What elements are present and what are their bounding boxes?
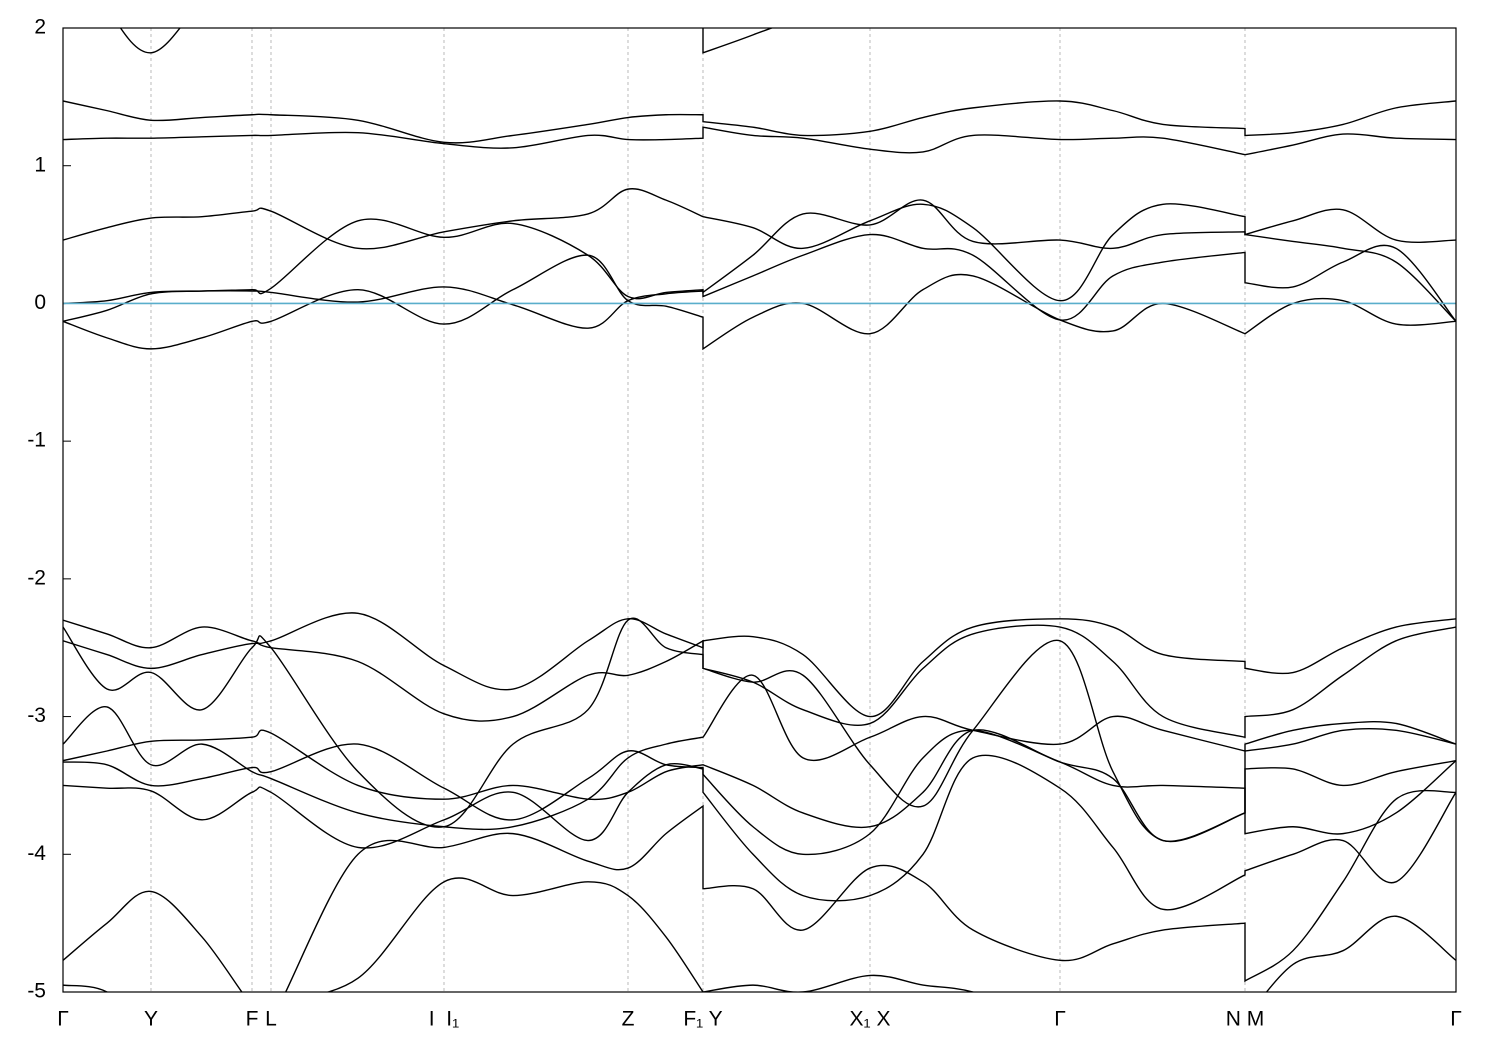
- band-line: [63, 100, 1456, 144]
- x-tick-label: L: [265, 1008, 277, 1031]
- band-line: [119, 28, 774, 54]
- band-line: [63, 612, 1456, 718]
- y-tick-label: -5: [27, 980, 46, 1003]
- plot-frame: [62, 27, 1457, 993]
- band-line: [63, 789, 1456, 992]
- y-tick-label: -3: [27, 704, 46, 727]
- x-tick-label: X₁ X: [850, 1008, 891, 1031]
- band-line: [63, 674, 1456, 831]
- band-line: [63, 754, 1456, 911]
- band-line: [63, 126, 1456, 156]
- y-tick-label: -2: [27, 566, 46, 589]
- x-tick-label: Γ: [57, 1008, 69, 1031]
- band-line: [63, 233, 1456, 329]
- bands: [63, 28, 1456, 992]
- band-line: [63, 617, 1456, 843]
- band-line: [63, 729, 1456, 842]
- x-tick-label: Γ: [1450, 1008, 1462, 1031]
- x-tick-label: N M: [1226, 1008, 1265, 1031]
- x-tick-label: Y: [144, 1008, 158, 1031]
- band-line: [63, 254, 1456, 351]
- x-tick-label: F₁ Y: [683, 1008, 722, 1031]
- y-tick-label: 1: [34, 153, 46, 176]
- band-line: [63, 877, 1456, 992]
- x-tick-label: Γ: [1054, 1008, 1066, 1031]
- grid: [63, 27, 1246, 993]
- y-tick-label: -1: [27, 429, 46, 452]
- band-line: [63, 729, 1456, 856]
- y-tick-label: 2: [34, 16, 46, 39]
- y-tick-label: -4: [27, 842, 46, 865]
- x-tick-label: F: [246, 1008, 259, 1031]
- x-tick-label: Z: [622, 1008, 635, 1031]
- band-line: [63, 199, 1456, 323]
- y-tick-label: 0: [34, 291, 46, 314]
- band-line: [63, 188, 1456, 302]
- x-tick-label: I I₁: [429, 1008, 459, 1031]
- band-line: [63, 624, 1456, 739]
- tick-labels: -5 -4 -3 -2 -1 0 1 2 Γ Y F L I I₁ Z F₁ Y X₁ X Γ N M Γ: [27, 16, 1461, 1031]
